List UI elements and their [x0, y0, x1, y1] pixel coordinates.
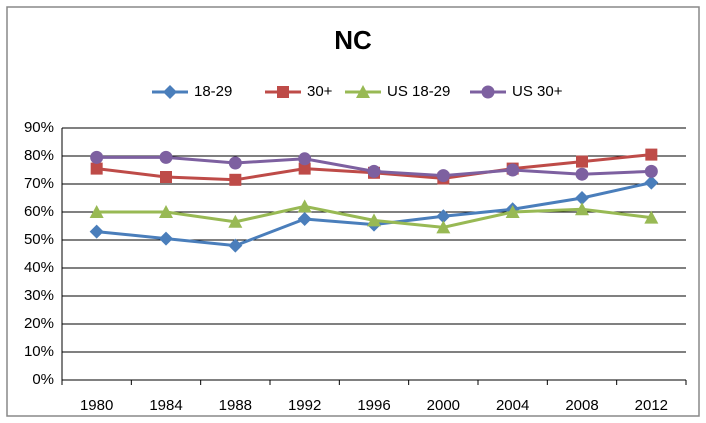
y-tick-label: 0% — [32, 371, 54, 388]
legend-label: 18-29 — [194, 83, 232, 100]
y-tick-label: 20% — [24, 315, 54, 332]
data-point — [297, 212, 312, 226]
data-point — [297, 199, 312, 213]
data-point — [576, 155, 588, 168]
data-point — [159, 205, 173, 218]
x-tick-label: 1996 — [357, 397, 390, 414]
data-point — [575, 191, 589, 205]
data-point — [89, 205, 104, 218]
legend-marker — [163, 85, 177, 99]
y-tick-label: 90% — [24, 119, 54, 136]
data-point — [436, 169, 450, 183]
data-point — [90, 162, 103, 175]
x-tick-label: 2000 — [427, 397, 460, 414]
y-tick-label: 30% — [24, 287, 54, 304]
legend-marker — [277, 86, 289, 98]
x-tick-label: 1988 — [219, 397, 252, 414]
y-tick-label: 80% — [24, 147, 54, 164]
x-tick-label: 2008 — [565, 397, 598, 414]
data-point — [436, 220, 451, 234]
data-point — [575, 202, 589, 216]
data-point — [159, 150, 173, 164]
data-point — [298, 152, 312, 166]
x-tick-label: 1992 — [288, 397, 321, 414]
data-point — [645, 148, 658, 161]
data-point — [90, 150, 104, 164]
y-tick-label: 10% — [24, 343, 54, 360]
data-point — [159, 231, 173, 246]
x-tick-label: 1984 — [149, 397, 182, 414]
y-tick-label: 70% — [24, 175, 54, 192]
data-point — [89, 224, 104, 239]
data-point — [229, 173, 242, 186]
data-point — [575, 167, 589, 181]
legend-label: US 18-29 — [387, 83, 450, 100]
x-tick-label: 2012 — [635, 397, 668, 414]
data-point — [644, 164, 658, 178]
data-point — [505, 205, 520, 218]
legend-marker — [481, 85, 495, 99]
data-point — [160, 171, 172, 183]
y-tick-label: 60% — [24, 203, 54, 220]
data-point — [644, 175, 659, 190]
data-point — [228, 214, 243, 228]
data-point — [506, 163, 520, 177]
data-point — [644, 210, 659, 224]
chart-title: NC — [334, 25, 372, 55]
data-point — [367, 213, 381, 227]
legend-label: US 30+ — [512, 83, 563, 100]
y-tick-label: 40% — [24, 259, 54, 276]
data-point — [367, 164, 381, 178]
data-point — [228, 156, 242, 170]
data-point — [436, 209, 451, 224]
data-point — [228, 238, 243, 253]
x-tick-label: 1980 — [80, 397, 113, 414]
x-tick-label: 2004 — [496, 397, 529, 414]
legend-label: 30+ — [307, 83, 333, 100]
y-tick-label: 50% — [24, 231, 54, 248]
data-point — [298, 162, 311, 175]
legend-marker — [356, 85, 370, 98]
